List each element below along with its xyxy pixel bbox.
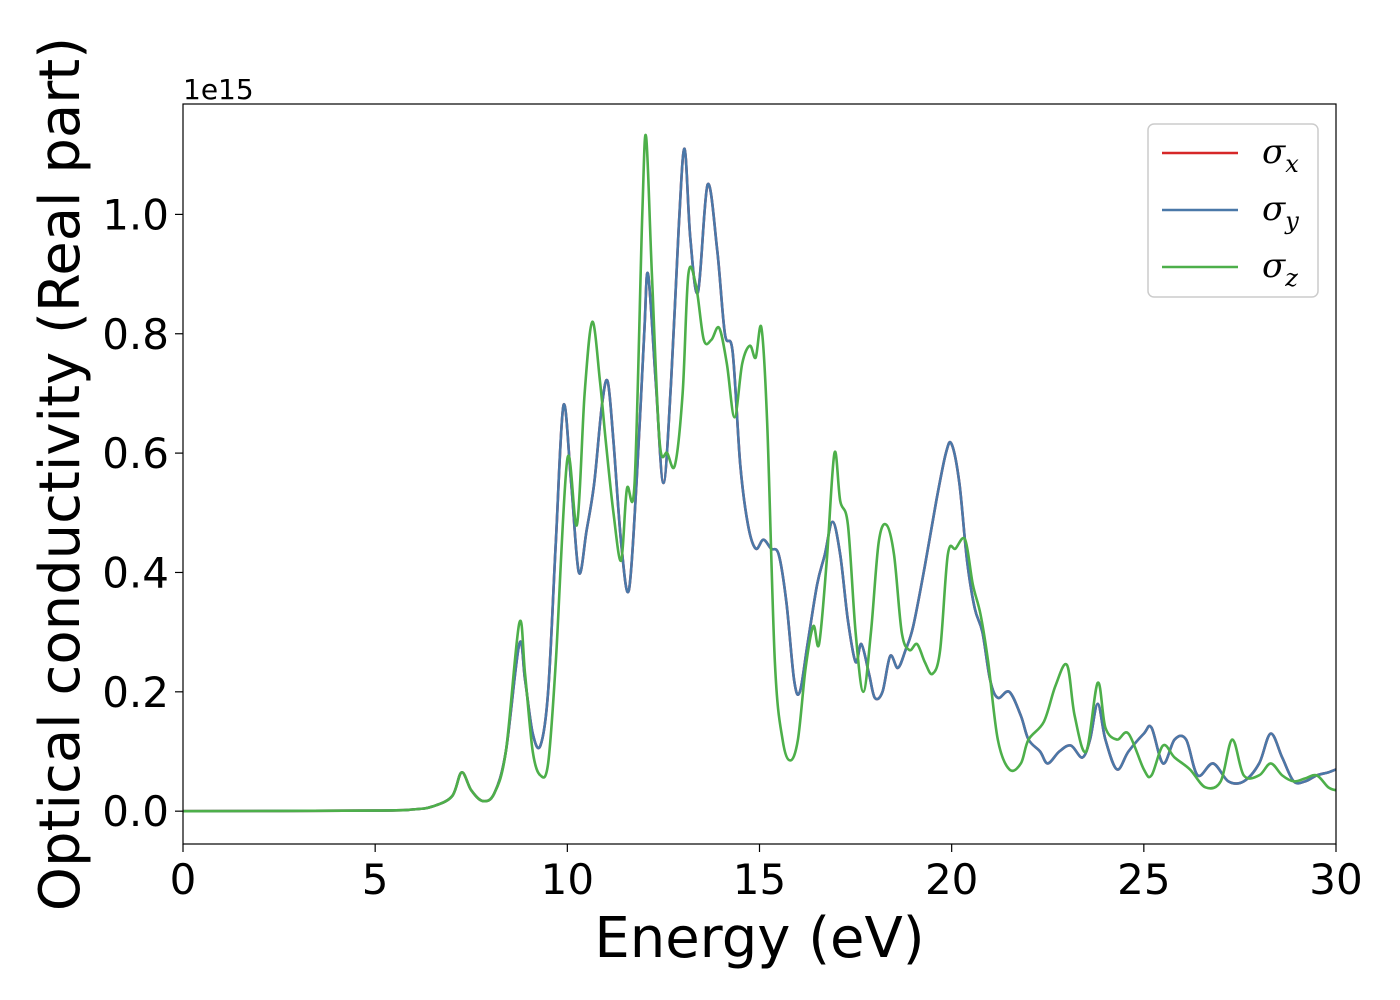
legend-label-z: σz: [1262, 246, 1298, 292]
x-axis-label: Energy (eV): [594, 906, 924, 971]
legend-subscript: x: [1285, 150, 1299, 178]
y-tick-label: 0.4: [102, 548, 169, 597]
y-tick-label: 0.6: [102, 429, 169, 478]
y-tick-label: 0.2: [102, 668, 169, 717]
y-tick-label: 0.0: [102, 787, 169, 836]
x-tick-label: 5: [362, 855, 389, 904]
x-tick-label: 0: [170, 855, 197, 904]
y-axis: 0.0 0.2 0.4 0.6 0.8 1.0: [102, 190, 183, 836]
x-axis: 0 5 10 15 20 25 30: [170, 844, 1363, 904]
legend-symbol: σ: [1262, 189, 1286, 229]
legend-subscript: z: [1284, 264, 1298, 292]
x-tick-label: 10: [541, 855, 594, 904]
x-tick-label: 25: [1117, 855, 1170, 904]
legend-symbol: σ: [1262, 132, 1286, 172]
x-tick-label: 15: [733, 855, 786, 904]
y-tick-label: 0.8: [102, 310, 169, 359]
legend-label-y: σy: [1262, 189, 1299, 235]
legend-label-x: σx: [1262, 132, 1299, 178]
series-line-y: [183, 147, 1336, 813]
legend-symbol: σ: [1262, 246, 1286, 286]
series-layer: [183, 133, 1336, 813]
y-offset-label: 1e15: [183, 73, 254, 106]
y-tick-label: 1.0: [102, 190, 169, 239]
x-tick-label: 20: [925, 855, 978, 904]
x-tick-label: 30: [1309, 855, 1362, 904]
series-line-z: [183, 133, 1336, 813]
legend-subscript: y: [1284, 207, 1299, 235]
plot-background: [183, 104, 1336, 844]
y-axis-label: Optical conductivity (Real part): [28, 37, 93, 911]
